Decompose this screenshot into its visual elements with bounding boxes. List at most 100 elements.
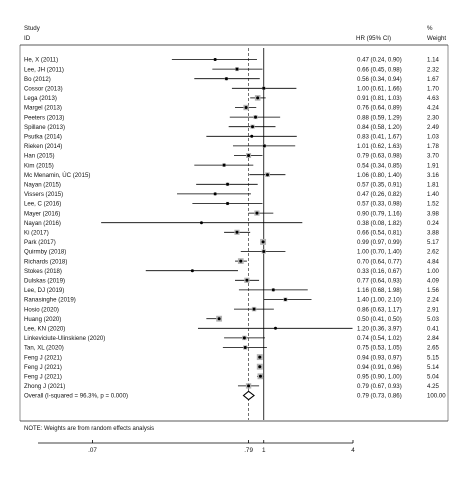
- study-hr-ci: 1.01 (0.62, 1.63): [357, 143, 402, 150]
- study-hr-ci: 0.83 (0.41, 1.67): [357, 134, 402, 141]
- study-label: He, X (2011): [24, 57, 58, 64]
- overall-hr-ci: 0.79 (0.73, 0.86): [357, 393, 402, 400]
- study-point: [271, 288, 275, 292]
- study-weight: 2.30: [427, 114, 439, 121]
- study-point: [243, 346, 247, 349]
- header-id: ID: [24, 35, 31, 42]
- x-tick-label: .79: [244, 447, 253, 454]
- study-label: Nayan (2015): [24, 182, 61, 189]
- plot-marks: He, X (2011) 0.47 (0.24, 0.90) 1.14 Lee, JH…: [24, 48, 446, 454]
- study-hr-ci: 0.88 (0.59, 1.29): [357, 114, 402, 121]
- study-point: [239, 259, 243, 263]
- study-label: Feng J (2021): [24, 354, 62, 361]
- study-label: Bo (2012): [24, 76, 51, 83]
- study-point: [250, 134, 254, 138]
- study-label: Peeters (2013): [24, 114, 64, 121]
- header-weight: Weight: [427, 35, 446, 42]
- study-hr-ci: 0.94 (0.91, 0.96): [357, 364, 402, 371]
- study-point: [222, 163, 226, 167]
- study-weight: 1.40: [427, 191, 439, 198]
- study-label: Lee, JH (2011): [24, 66, 64, 73]
- study-label: Nayan (2016): [24, 220, 61, 227]
- study-weight: 1.14: [427, 57, 439, 64]
- study-hr-ci: 0.57 (0.35, 0.91): [357, 182, 402, 189]
- study-weight: 2.24: [427, 297, 439, 304]
- study-point: [258, 355, 262, 359]
- study-point: [262, 144, 266, 148]
- study-weight: 5.17: [427, 239, 439, 246]
- study-weight: 2.49: [427, 124, 439, 131]
- study-weight: 3.98: [427, 210, 439, 217]
- study-label: Huang (2020): [24, 316, 61, 323]
- study-point: [262, 250, 266, 253]
- study-point: [217, 317, 221, 321]
- study-label: Stokes (2018): [24, 268, 62, 275]
- study-hr-ci: 0.77 (0.64, 0.93): [357, 278, 402, 285]
- study-label: Mc Menamin, ÚC (2015): [24, 172, 90, 179]
- overall-label: Overall (I-squared = 96.3%, p = 0.000): [24, 393, 128, 400]
- study-weight: 1.70: [427, 86, 439, 93]
- study-label: Zhong J (2021): [24, 383, 65, 390]
- study-hr-ci: 1.06 (0.80, 1.40): [357, 172, 402, 179]
- study-point: [256, 96, 260, 100]
- study-label: Linkeviciute-Ulinskiene (2020): [24, 335, 105, 342]
- study-weight: 5.14: [427, 364, 439, 371]
- study-label: Rieken (2014): [24, 143, 62, 150]
- study-weight: 1.67: [427, 76, 439, 83]
- study-hr-ci: 0.94 (0.93, 0.97): [357, 354, 402, 361]
- study-label: Margel (2013): [24, 105, 62, 112]
- study-weight: 3.70: [427, 153, 439, 160]
- study-weight: 2.91: [427, 306, 439, 313]
- study-point: [261, 240, 265, 244]
- study-point: [242, 336, 246, 340]
- overall-diamond: [242, 390, 255, 401]
- study-label: Han (2015): [24, 153, 55, 160]
- study-point: [247, 154, 251, 157]
- header-study: Study: [24, 25, 41, 32]
- study-hr-ci: 0.74 (0.54, 1.02): [357, 335, 402, 342]
- study-weight: 1.56: [427, 287, 439, 294]
- study-hr-ci: 1.40 (1.00, 2.10): [357, 297, 402, 304]
- study-label: Park (2017): [24, 239, 56, 246]
- study-label: Cossor (2013): [24, 86, 63, 93]
- study-weight: 4.25: [427, 383, 439, 390]
- study-point: [226, 202, 230, 205]
- study-hr-ci: 0.66 (0.54, 0.81): [357, 230, 402, 237]
- study-label: Kim (2015): [24, 162, 54, 169]
- study-hr-ci: 0.99 (0.97, 0.99): [357, 239, 402, 246]
- study-label: Spillane (2013): [24, 124, 65, 131]
- study-hr-ci: 1.20 (0.36, 3.97): [357, 326, 402, 333]
- study-point: [266, 173, 270, 177]
- study-weight: 0.41: [427, 326, 439, 333]
- study-point: [226, 182, 230, 186]
- study-weight: 3.16: [427, 172, 439, 179]
- study-hr-ci: 0.47 (0.24, 0.90): [357, 57, 402, 64]
- study-point: [258, 365, 262, 369]
- study-hr-ci: 0.33 (0.16, 0.67): [357, 268, 402, 275]
- study-point: [224, 77, 228, 81]
- study-label: Vissers (2015): [24, 191, 63, 198]
- study-weight: 5.03: [427, 316, 439, 323]
- study-label: Hosio (2020): [24, 306, 59, 313]
- x-tick-label: 1: [262, 447, 266, 454]
- study-weight: 1.03: [427, 134, 439, 141]
- study-hr-ci: 0.86 (0.63, 1.17): [357, 306, 402, 313]
- footnote: NOTE: Weights are from random effects an…: [24, 426, 154, 432]
- study-weight: 4.09: [427, 278, 439, 285]
- study-hr-ci: 0.84 (0.58, 1.20): [357, 124, 402, 131]
- study-hr-ci: 0.50 (0.41, 0.50): [357, 316, 402, 323]
- study-hr-ci: 0.38 (0.08, 1.82): [357, 220, 402, 227]
- study-weight: 1.78: [427, 143, 439, 150]
- study-point: [273, 326, 277, 330]
- study-label: Ki (2017): [24, 230, 49, 237]
- study-hr-ci: 0.95 (0.90, 1.00): [357, 374, 402, 381]
- study-point: [254, 115, 258, 119]
- study-weight: 0.24: [427, 220, 439, 227]
- study-point: [255, 211, 259, 215]
- study-point: [283, 298, 287, 301]
- study-hr-ci: 0.79 (0.67, 0.93): [357, 383, 402, 390]
- study-point: [213, 58, 217, 61]
- study-weight: 5.04: [427, 374, 439, 381]
- study-point: [199, 221, 203, 225]
